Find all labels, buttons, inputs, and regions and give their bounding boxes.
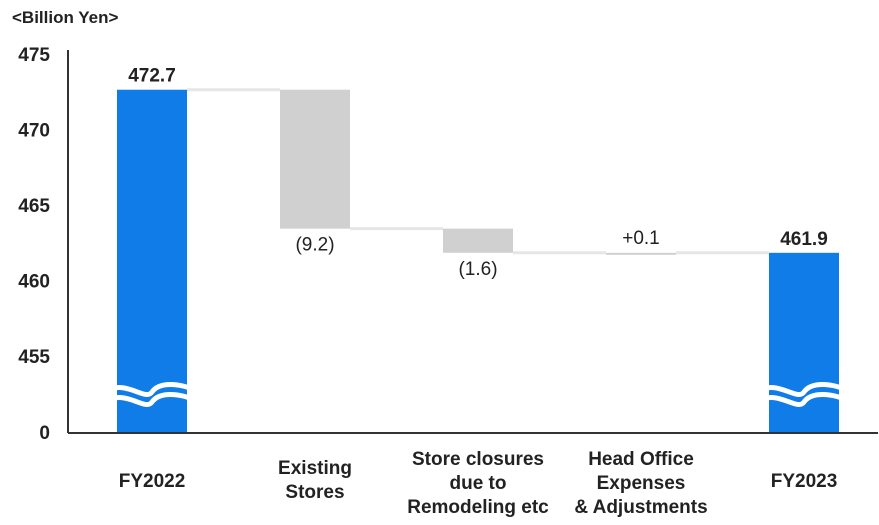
x-category-label: Stores <box>285 482 344 503</box>
data-label: 472.7 <box>128 66 176 87</box>
delta-bar <box>280 89 350 229</box>
x-category-label: Expenses <box>597 473 686 494</box>
x-category-label: FY2023 <box>771 471 838 492</box>
total-bar <box>117 89 187 433</box>
axis-break-mark <box>103 382 201 397</box>
x-category-label: due to <box>450 473 507 494</box>
delta-bar <box>443 228 513 253</box>
x-category-label: Existing <box>278 458 352 479</box>
y-tick-label: 470 <box>18 121 50 142</box>
data-label: 461.9 <box>780 229 828 250</box>
unit-label: <Billion Yen> <box>12 8 119 27</box>
axis-break-mark <box>755 392 853 407</box>
x-category-label: Head Office <box>588 449 694 470</box>
x-category-label: Remodeling etc <box>407 497 549 518</box>
y-tick-label: 460 <box>18 272 50 293</box>
x-category-label: & Adjustments <box>574 497 707 518</box>
total-bar <box>769 252 839 433</box>
x-category-label: Store closures <box>412 449 544 470</box>
y-tick-label: 0 <box>39 423 50 444</box>
delta-bar <box>606 252 676 255</box>
data-label: +0.1 <box>622 228 660 249</box>
axis-break-mark <box>103 392 201 407</box>
y-tick-label: 475 <box>18 45 50 66</box>
data-label: (9.2) <box>295 235 334 256</box>
y-tick-label: 465 <box>18 196 50 217</box>
y-tick-label: 455 <box>18 347 50 368</box>
x-category-label: FY2022 <box>119 471 186 492</box>
axis-break-mark <box>755 382 853 397</box>
data-label: (1.6) <box>458 259 497 280</box>
